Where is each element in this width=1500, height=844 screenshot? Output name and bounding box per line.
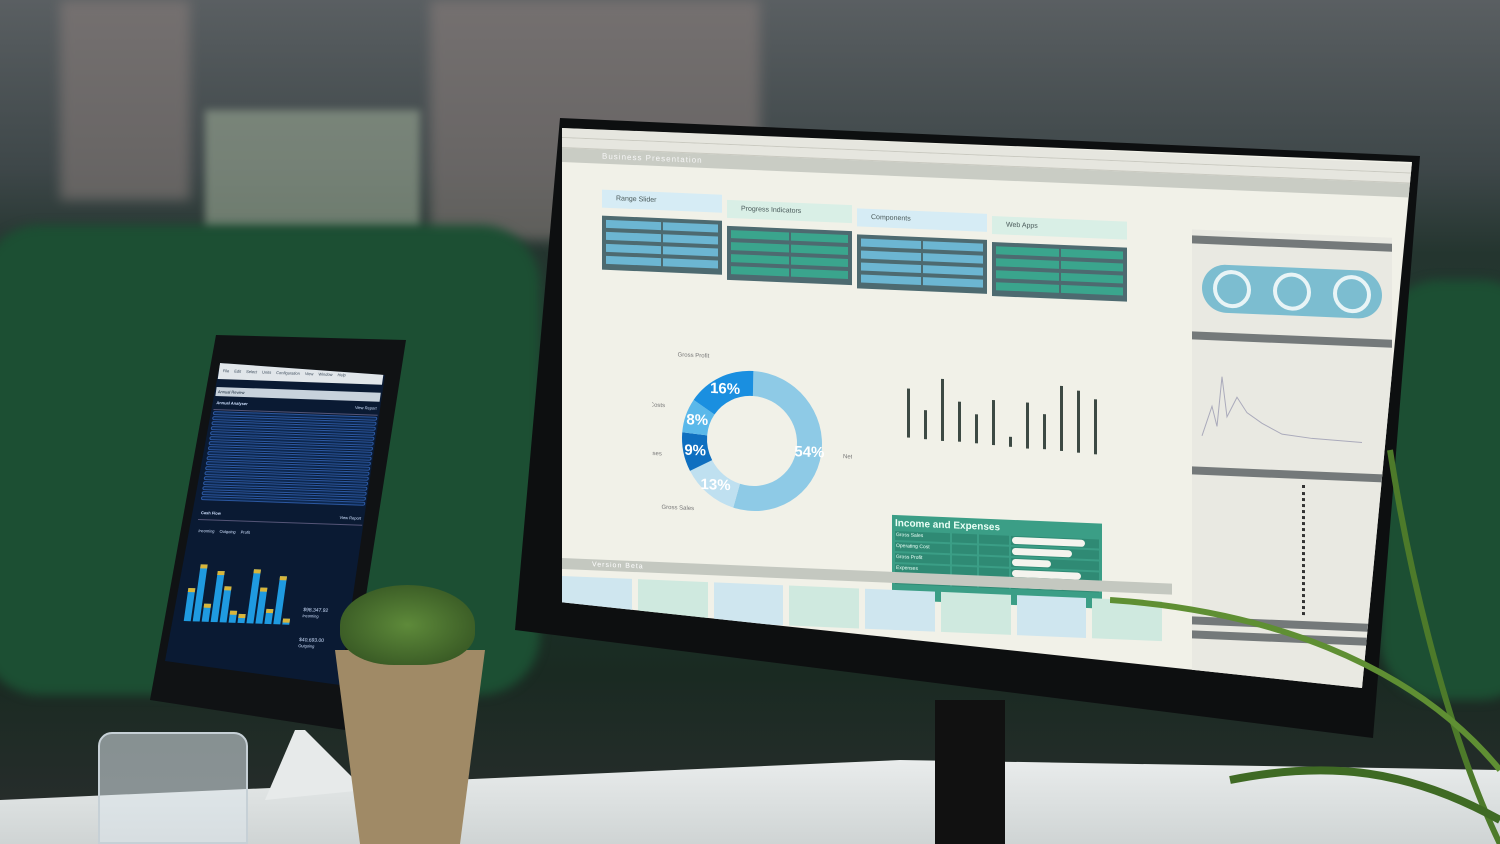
progress-bar [1012, 558, 1051, 568]
legend: Incoming Outgoing Profit [195, 520, 362, 547]
bar [924, 409, 927, 440]
row-label: Gross Profit [895, 552, 950, 565]
card-label: Components [857, 208, 987, 232]
view-report-link[interactable]: View Report [339, 514, 362, 521]
card-range-slider[interactable]: Range Slider [602, 189, 722, 275]
card-grid [602, 215, 722, 275]
stat: $40,693.00 Outgoing [297, 637, 324, 650]
monitor-screen: Business Presentation Range Slider Progr… [562, 128, 1412, 688]
wall-poster [205, 110, 420, 230]
donut-segment [693, 370, 754, 415]
bar [941, 378, 944, 441]
bar [907, 388, 910, 438]
legend-item: Profit [240, 529, 251, 535]
bar [1094, 398, 1097, 455]
row-label: Operating Cost [895, 541, 950, 554]
donut-percent-label: 9% [684, 442, 706, 460]
plant-pot [335, 650, 485, 844]
card-progress-indicators[interactable]: Progress Indicators [727, 199, 852, 286]
stat-label: Outgoing [297, 643, 315, 649]
paperclip-jar [98, 732, 248, 844]
menu-item[interactable]: Help [337, 372, 347, 378]
fern-plant [1110, 449, 1500, 844]
donut-category-label: Expenses [652, 450, 662, 457]
bar [273, 576, 288, 625]
card-grid [992, 242, 1127, 302]
analyser-list [200, 411, 378, 506]
row-label: Gross Sales [895, 530, 950, 543]
donut-category-label: Gross Profit [678, 352, 710, 359]
menu-item[interactable]: File [222, 368, 230, 374]
card-web-apps[interactable]: Web Apps [992, 216, 1127, 302]
bar [992, 399, 995, 446]
bar [1043, 413, 1046, 450]
stat-label: Incoming [302, 613, 320, 619]
donut-category-label: Net Profit [843, 454, 852, 461]
bar [1009, 436, 1012, 447]
bar-chart [907, 367, 1117, 456]
progress-bar [1012, 536, 1086, 547]
donut-percent-label: 54% [794, 443, 824, 461]
bar [237, 613, 246, 624]
menu-item[interactable]: View [304, 371, 314, 377]
menu-item[interactable]: Select [245, 368, 258, 375]
bar [1077, 390, 1080, 453]
bar [282, 618, 291, 625]
bar [201, 603, 212, 622]
bar [975, 414, 978, 444]
section-title: Cash Flow [200, 510, 222, 516]
section-title: Annual Analyser [216, 400, 249, 407]
legend-item: Incoming [198, 528, 215, 534]
menu-item[interactable]: Configuration [275, 370, 301, 376]
card-label: Range Slider [602, 189, 722, 213]
donut-segment [682, 399, 715, 436]
cash-flow-chart [183, 551, 303, 625]
gauge [1273, 271, 1311, 312]
card-grid [727, 225, 852, 286]
donut-category-label: Gross Sales [661, 505, 694, 512]
bar [1060, 386, 1063, 452]
bar [264, 608, 274, 625]
monitor-stand [935, 700, 1005, 844]
gauge [1333, 274, 1371, 314]
bar [1026, 402, 1029, 449]
donut-category-label: Operating Costs [652, 401, 665, 409]
window-building [60, 0, 190, 200]
legend-item: Outgoing [219, 528, 237, 535]
card-label: Progress Indicators [727, 199, 852, 224]
card-label: Web Apps [992, 216, 1127, 240]
card-grid [857, 234, 987, 294]
gauge [1213, 269, 1251, 309]
bar [958, 401, 961, 443]
cash-flow-stats: $98,347.92 Incoming $40,693.00 Outgoing [295, 607, 329, 668]
donut-segment [689, 460, 740, 508]
view-report-link[interactable]: View Report [354, 404, 377, 411]
bar [228, 610, 238, 623]
card-components[interactable]: Components [857, 208, 987, 294]
donut-segment [733, 371, 823, 512]
donut-percent-label: 8% [686, 411, 708, 429]
donut-percent-label: 16% [710, 380, 740, 398]
donut-segment [682, 432, 713, 471]
donut-percent-label: 13% [701, 476, 731, 494]
donut-chart: 54% Net Profit 13% Gross Sales 9% Expenses 8% O… [652, 352, 852, 512]
gauges [1202, 263, 1382, 320]
succulent-plant [340, 585, 475, 665]
right-panel [1192, 229, 1392, 688]
stat: $98,347.92 Incoming [302, 607, 328, 620]
menu-item[interactable]: Window [318, 371, 333, 377]
panel-header [1192, 331, 1392, 348]
progress-bar [1012, 547, 1073, 558]
panel-header [1192, 235, 1392, 252]
line-chart [1201, 376, 1363, 444]
menu-item[interactable]: Edit [233, 368, 242, 374]
menu-item[interactable]: Units [261, 369, 272, 375]
